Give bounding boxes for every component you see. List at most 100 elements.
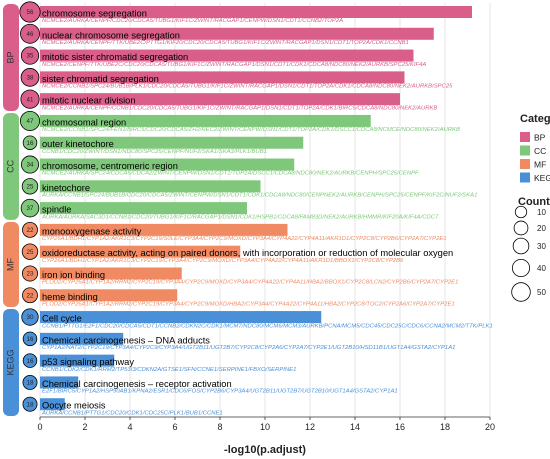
count-legend-label: 20 bbox=[537, 224, 546, 233]
term-label: Oocyte meiosis bbox=[42, 401, 106, 411]
bar-6 bbox=[40, 136, 304, 149]
gene-list: CYP26A1/BDH1/CYP1A2/AKR1C3/CYP2C19/CYP3A… bbox=[42, 258, 404, 264]
count-label: 34 bbox=[27, 162, 34, 169]
x-tick-label: 20 bbox=[485, 422, 495, 432]
gene-list: NCMCE2/AURKA/CENPF/CCNB1/CDC20/CDCA5/TUB… bbox=[42, 105, 437, 111]
x-tick-label: 0 bbox=[37, 422, 42, 432]
x-tick-label: 6 bbox=[172, 422, 177, 432]
count-label: 46 bbox=[27, 31, 34, 38]
bar-1 bbox=[40, 27, 434, 40]
count-circle-12 bbox=[21, 265, 39, 282]
x-axis-title: -log10(p.adjust) bbox=[224, 444, 306, 456]
count-circle-3 bbox=[20, 68, 40, 87]
bar-5 bbox=[40, 114, 371, 127]
category-label-cc: CC bbox=[5, 159, 15, 172]
count-circle-1 bbox=[20, 23, 40, 44]
count-legend-title: Count bbox=[518, 196, 550, 208]
count-legend-circle bbox=[511, 258, 531, 278]
count-circle-5 bbox=[20, 110, 40, 131]
bar-18 bbox=[40, 398, 65, 411]
gene-list: CYP26A1/BDH1/CYP1A2/AKR1C3/CYP2C19/S0LE/… bbox=[42, 236, 447, 242]
category-strip-mf bbox=[3, 221, 19, 308]
count-circle-16 bbox=[22, 353, 38, 368]
x-tick-label: 14 bbox=[350, 422, 360, 432]
count-legend-label: 40 bbox=[537, 264, 546, 273]
category-label-mf: MF bbox=[5, 257, 15, 270]
count-circle-11 bbox=[21, 243, 39, 260]
count-circle-7 bbox=[20, 155, 40, 174]
gene-list: NCMCE2/CENPF/TTK/UBE2C/CDC20/CDCA5/TUBG1… bbox=[42, 62, 426, 68]
gene-list: CYP1A2/NAT2/CYP2C19/CYP3A4/CYP2C9/CYP3A4… bbox=[42, 345, 455, 351]
gene-list: NCMCE2/AURKA/SPC24/CDCA5/CDCA2/ZWINT/CEN… bbox=[42, 171, 419, 177]
count-label: 56 bbox=[27, 9, 34, 16]
count-circle-0 bbox=[19, 1, 41, 23]
gene-list: NCMCE2/AURKA/CENPF/CDC20/CDCA5/TUBG1/KIF… bbox=[42, 18, 343, 24]
legend-label-cc: CC bbox=[534, 146, 546, 156]
count-circle-17 bbox=[22, 374, 38, 390]
count-label: 23 bbox=[27, 271, 34, 278]
count-label: 18 bbox=[27, 401, 34, 408]
legend-key-mf bbox=[520, 159, 530, 169]
gene-list: CCNB1/PTTG1/E2F1/CDC20/CDCA5/CDT1/CCNB2/… bbox=[42, 323, 493, 329]
gene-list: E2F1/BIRC5/CYP1A2/HSP90AB1/KPNA2/ESR1/CD… bbox=[42, 389, 398, 395]
count-legend-circle bbox=[511, 282, 531, 302]
legend-key-bp bbox=[520, 132, 530, 142]
count-label: 41 bbox=[27, 96, 34, 103]
term-label: chromosomal region bbox=[42, 117, 126, 127]
term-label: spindle bbox=[42, 205, 71, 215]
category-strip-kegg bbox=[3, 309, 19, 416]
count-label: 25 bbox=[27, 249, 34, 256]
count-circle-4 bbox=[20, 89, 40, 109]
count-legend-label: 30 bbox=[537, 242, 546, 251]
count-circle-13 bbox=[22, 287, 38, 304]
x-tick-label: 8 bbox=[217, 422, 222, 432]
count-label: 37 bbox=[27, 205, 34, 212]
count-label: 16 bbox=[27, 358, 34, 365]
term-label: sister chromatid segregation bbox=[42, 74, 159, 84]
term-label: iron ion binding bbox=[42, 270, 105, 280]
gene-list: NCMCE2/CCNB1/SPC24/BUB1B/PLK1/CDC20/CDCA… bbox=[42, 84, 453, 90]
count-circle-2 bbox=[20, 46, 40, 65]
count-legend-circle bbox=[513, 220, 529, 236]
count-legend-circle bbox=[512, 237, 530, 255]
count-label: 22 bbox=[27, 227, 34, 234]
bar-12 bbox=[40, 267, 182, 280]
count-legend-label: 10 bbox=[537, 208, 546, 217]
legend-label-mf: MF bbox=[534, 160, 546, 170]
count-circle-18 bbox=[22, 396, 38, 412]
gene-list: AURKA/CCNB1/SPC24/BUB1B/CDC20/CDCA5/ZWIN… bbox=[41, 193, 477, 199]
category-label-bp: BP bbox=[5, 51, 15, 63]
count-label: 18 bbox=[27, 380, 34, 387]
bar-16 bbox=[40, 354, 115, 367]
count-circle-9 bbox=[20, 198, 40, 218]
term-label: oxidoreductase activity, acting on paire… bbox=[42, 248, 453, 258]
category-strip-bp bbox=[3, 4, 19, 111]
bar-4 bbox=[40, 93, 400, 106]
gene-list: PLOD2/CYP26A1/CYP1A2/RRM2/CYP2C19/CYP3A4… bbox=[42, 280, 458, 286]
term-label: chromosome, centromeric region bbox=[42, 161, 178, 171]
term-label: Cell cycle bbox=[42, 314, 82, 324]
bar-2 bbox=[40, 49, 414, 62]
category-strip-cc bbox=[3, 112, 19, 220]
count-legend-circle bbox=[514, 205, 528, 219]
bar-9 bbox=[40, 202, 247, 215]
legend-key-kegg bbox=[520, 172, 530, 183]
term-label: heme binding bbox=[42, 292, 98, 302]
count-label: 47 bbox=[27, 118, 34, 125]
x-tick-label: 4 bbox=[127, 422, 132, 432]
legend-key-cc bbox=[520, 145, 530, 156]
term-label: outer kinetochore bbox=[42, 139, 114, 149]
bar-14 bbox=[40, 311, 322, 324]
x-tick-label: 2 bbox=[82, 422, 87, 432]
count-label: 16 bbox=[27, 140, 34, 147]
gene-list: AURKA/CCNB1/PTTG1/CDC20/CDK1/CDC25C/PLK1… bbox=[41, 410, 223, 416]
gene-list: CCNB1/CDC20/ZWINT/DSN1/NDC80/SPC25/CENPF… bbox=[42, 149, 267, 155]
term-label: p53 signaling pathway bbox=[42, 357, 134, 367]
term-label: Chemical carcinogenesis – DNA adducts bbox=[42, 335, 210, 345]
count-label: 16 bbox=[27, 336, 34, 343]
count-label: 35 bbox=[27, 53, 34, 60]
term-label: kinetochore bbox=[42, 183, 90, 193]
x-tick-label: 12 bbox=[305, 422, 315, 432]
